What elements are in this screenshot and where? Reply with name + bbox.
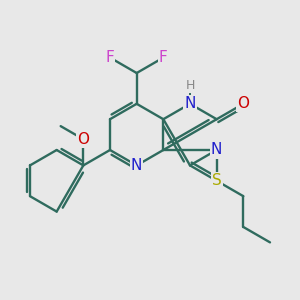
Text: F: F [159, 50, 168, 65]
Text: F: F [106, 50, 114, 65]
Text: N: N [131, 158, 142, 173]
Text: H: H [185, 79, 195, 92]
Text: O: O [77, 132, 89, 147]
Text: N: N [211, 142, 222, 158]
Text: S: S [212, 173, 221, 188]
Text: O: O [237, 96, 249, 111]
Text: N: N [184, 96, 196, 111]
